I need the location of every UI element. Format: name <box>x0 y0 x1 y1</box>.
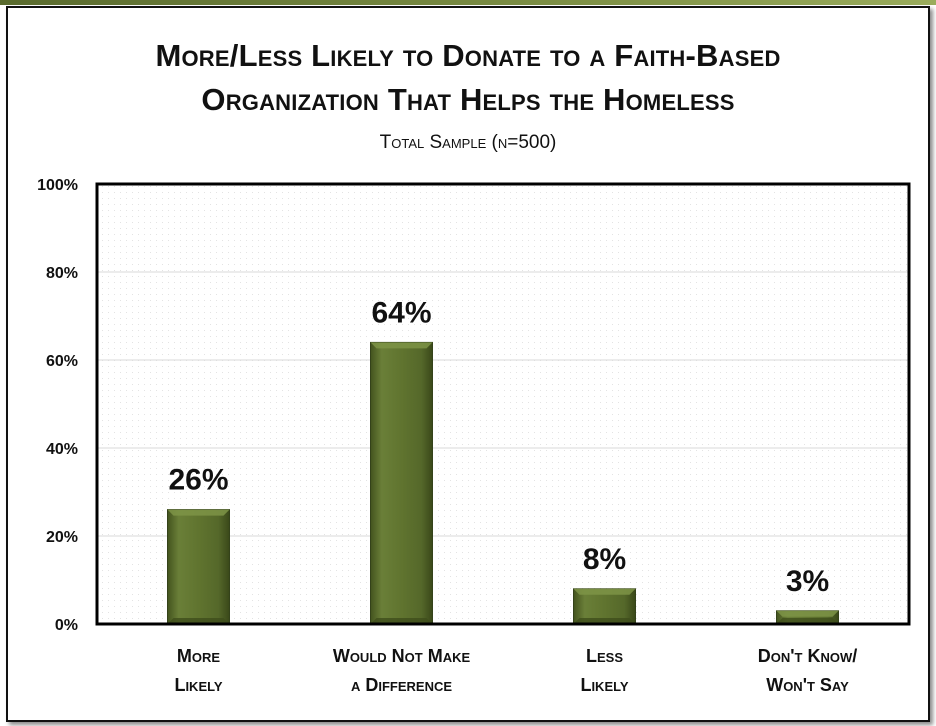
plot-area <box>97 184 909 624</box>
bar-bevel <box>573 588 636 595</box>
y-tick-label: 80% <box>46 265 78 282</box>
data-label: 26% <box>168 464 228 497</box>
top-accent-strip <box>0 0 936 5</box>
x-tick-label: Would Not Make a Difference <box>332 646 471 695</box>
plot-border <box>95 182 911 626</box>
y-tick-label: 40% <box>46 441 78 458</box>
chart-title-line-2: Organization That Helps the Homeless <box>201 82 735 117</box>
bar-bevel <box>370 342 433 349</box>
y-tick-label: 100% <box>37 177 78 194</box>
data-label: 64% <box>371 296 431 329</box>
data-label: 3% <box>786 565 829 598</box>
y-tick-label: 0% <box>55 617 78 634</box>
chart-title-line-1: More/Less Likely to Donate to a Faith-Ba… <box>155 38 781 73</box>
bar <box>167 509 230 625</box>
bar-bevel <box>167 509 230 516</box>
chart-subtitle: Total Sample (n=500) <box>379 132 557 153</box>
bar-bevel <box>776 610 839 617</box>
y-tick-label: 60% <box>46 353 78 370</box>
y-tick-label: 20% <box>46 529 78 546</box>
data-label: 8% <box>583 543 626 576</box>
x-tick-label: Less Likely <box>580 646 629 695</box>
x-tick-label: Don't Know/ Won't Say <box>757 646 858 695</box>
bar <box>370 341 433 625</box>
x-tick-label: More Likely <box>174 646 223 695</box>
